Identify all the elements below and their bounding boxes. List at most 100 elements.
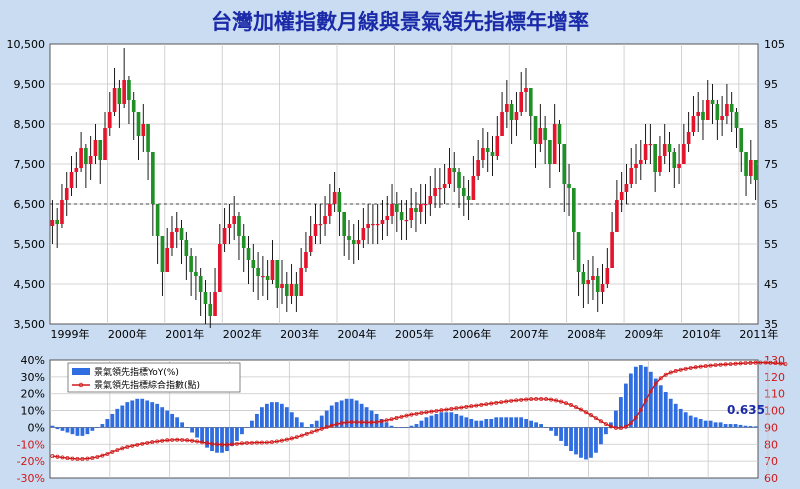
- candle-body: [404, 220, 409, 222]
- candle-body: [93, 140, 98, 156]
- yoy-bar: [230, 427, 234, 446]
- yoy-bar: [160, 407, 165, 428]
- candle-body: [696, 112, 701, 116]
- candle-body: [457, 172, 461, 188]
- composite-index-point: [489, 401, 494, 406]
- candle-body: [222, 228, 227, 244]
- price-right-tick: 35: [764, 318, 778, 331]
- composite-index-point: [319, 426, 324, 431]
- composite-index-point: [389, 417, 394, 422]
- composite-index-point: [603, 422, 608, 427]
- composite-index-point: [274, 439, 279, 444]
- composite-index-point: [254, 440, 259, 445]
- candle-body: [548, 140, 552, 164]
- composite-index-point: [638, 407, 643, 412]
- price-x-tick: 1999年: [51, 327, 90, 341]
- candle-body: [246, 248, 251, 260]
- composite-index-point: [394, 416, 399, 420]
- composite-index-point: [549, 397, 554, 402]
- yoy-bar: [579, 427, 583, 458]
- legend-line-marker: [78, 382, 84, 388]
- price-right-tick: 105: [764, 38, 785, 51]
- candle-body: [744, 152, 748, 176]
- yoy-bar: [728, 424, 733, 428]
- composite-index-point: [623, 424, 628, 429]
- candle-body: [720, 116, 724, 120]
- yoy-bar: [614, 410, 618, 428]
- composite-index-point: [135, 442, 140, 447]
- candle-body: [452, 168, 457, 172]
- yoy-bar: [743, 425, 748, 428]
- composite-index-point: [743, 361, 748, 365]
- composite-index-point: [658, 376, 663, 381]
- composite-index-point: [424, 410, 429, 415]
- composite-index-point: [334, 422, 339, 427]
- composite-index-point: [264, 440, 269, 445]
- candle-body: [189, 256, 193, 272]
- candle-body: [519, 92, 524, 112]
- candle-body: [567, 184, 571, 188]
- price-left-tick: 6,500: [14, 198, 46, 211]
- composite-index-point: [569, 403, 573, 407]
- composite-index-point: [329, 423, 334, 428]
- candle-body: [146, 124, 150, 152]
- composite-index-point: [783, 362, 788, 366]
- legend-line-label: 景氣領先指標綜合指數(點): [94, 379, 200, 391]
- price-x-tick: 2000年: [108, 327, 147, 341]
- composite-index-point: [414, 411, 419, 416]
- yoy-bar: [304, 427, 309, 429]
- yoy-bar: [399, 427, 404, 429]
- price-x-tick: 2003年: [280, 327, 319, 341]
- composite-index-point: [529, 397, 534, 402]
- yoy-bar: [394, 427, 399, 429]
- candle-body: [638, 160, 643, 164]
- indicator-right-tick: 90: [764, 421, 778, 434]
- composite-index-point: [633, 415, 638, 420]
- candle-body: [203, 292, 208, 304]
- composite-index-point: [244, 440, 249, 445]
- yoy-bar: [260, 407, 264, 428]
- yoy-bar: [534, 422, 539, 428]
- yoy-bar: [454, 413, 459, 428]
- candle-body: [395, 204, 399, 212]
- candle-body: [198, 276, 203, 292]
- candle-body: [371, 224, 375, 226]
- composite-index-point: [703, 364, 708, 369]
- yoy-bar: [314, 420, 319, 428]
- candle-body: [495, 136, 500, 156]
- candle-body: [691, 116, 696, 132]
- yoy-bar: [449, 412, 454, 428]
- composite-index-point: [294, 435, 299, 439]
- composite-index-point: [314, 428, 319, 433]
- composite-index-point: [354, 420, 359, 424]
- candle-body: [581, 272, 586, 284]
- candle-body: [662, 144, 667, 156]
- yoy-bar: [250, 420, 254, 428]
- candle-body: [476, 160, 480, 176]
- composite-index-point: [499, 400, 504, 405]
- composite-index-point: [524, 397, 529, 402]
- composite-index-point: [100, 453, 105, 458]
- yoy-bar: [409, 425, 414, 428]
- candle-body: [60, 200, 64, 224]
- candle-body: [275, 260, 280, 288]
- price-x-tick: 2009年: [625, 327, 664, 341]
- price-left-tick: 4,500: [14, 278, 46, 291]
- composite-index-point: [698, 364, 703, 369]
- candle-body: [131, 100, 136, 112]
- candle-body: [265, 276, 270, 280]
- price-left-tick: 8,500: [14, 118, 46, 131]
- candle-body: [251, 260, 256, 268]
- candle-body: [232, 216, 236, 224]
- price-left-tick: 9,500: [14, 78, 46, 91]
- composite-index-point: [279, 438, 284, 443]
- candle-body: [414, 208, 418, 212]
- composite-index-point: [748, 360, 753, 365]
- composite-index-point: [584, 410, 588, 415]
- candle-body: [643, 144, 648, 160]
- candle-body: [375, 224, 380, 226]
- candle-body: [528, 88, 533, 116]
- indicator-left-tick: 30%: [21, 371, 45, 384]
- yoy-bar: [309, 424, 314, 428]
- candle-body: [485, 148, 490, 152]
